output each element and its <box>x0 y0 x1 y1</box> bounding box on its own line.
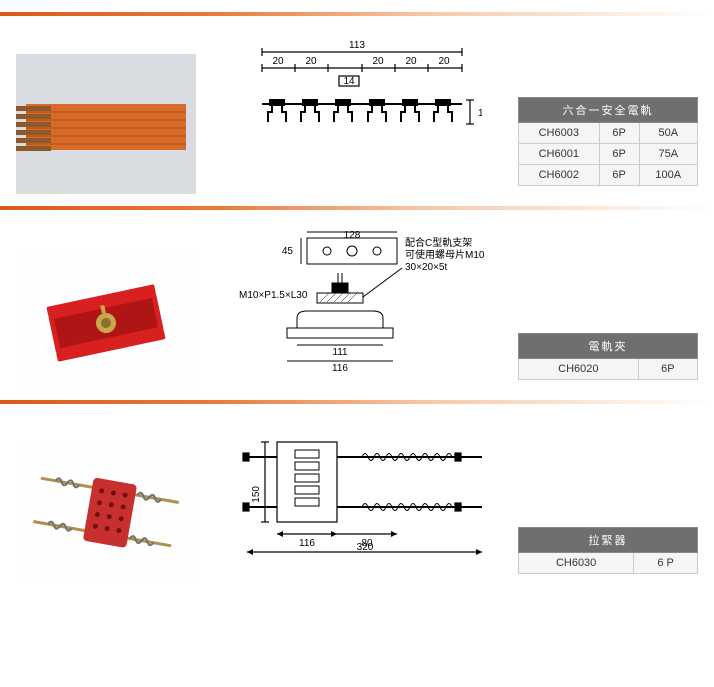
table-row: CH6030 6 P <box>519 553 698 574</box>
product-table-clamp: 電軌夾 CH6020 6P <box>518 333 698 380</box>
product-row-clamp: 128 45 配合C型軌支架 可使用螺母片M10 30×20×5t M10×P1… <box>0 228 714 388</box>
table-row: CH6002 6P 100A <box>519 165 698 186</box>
product-photo-clamp <box>16 248 196 388</box>
svg-text:116: 116 <box>299 538 315 549</box>
product-photo-rail <box>16 54 196 194</box>
product-table-rail: 六合一安全電軌 CH6003 6P 50A CH6001 6P 75A CH60… <box>518 97 698 186</box>
svg-text:配合C型軌支架: 配合C型軌支架 <box>405 236 472 249</box>
svg-text:20: 20 <box>438 56 450 67</box>
section-divider <box>0 400 714 404</box>
table-row: CH6001 6P 75A <box>519 144 698 165</box>
product-table-tensioner: 拉緊器 CH6030 6 P <box>518 527 698 574</box>
table-header: 拉緊器 <box>519 528 698 553</box>
svg-text:14: 14 <box>343 76 355 87</box>
svg-text:150: 150 <box>251 486 262 503</box>
section-divider <box>0 12 714 16</box>
svg-text:116: 116 <box>332 363 348 374</box>
svg-text:M10×P1.5×L30: M10×P1.5×L30 <box>239 290 308 301</box>
product-diagram-clamp: 128 45 配合C型軌支架 可使用螺母片M10 30×20×5t M10×P1… <box>196 228 518 378</box>
svg-text:320: 320 <box>357 542 374 553</box>
table-row: CH6003 6P 50A <box>519 123 698 144</box>
svg-text:30×20×5t: 30×20×5t <box>405 262 447 273</box>
table-header: 六合一安全電軌 <box>519 98 698 123</box>
product-row-tensioner: 150 116 80 320 拉緊器 CH6030 6 P <box>0 422 714 582</box>
svg-text:14: 14 <box>478 108 482 119</box>
product-row-rail: 113 20 20 20 20 20 14 <box>0 34 714 194</box>
svg-text:45: 45 <box>282 246 294 257</box>
product-diagram-rail: 113 20 20 20 20 20 14 <box>196 34 518 164</box>
svg-text:113: 113 <box>349 40 365 51</box>
svg-text:128: 128 <box>344 230 361 241</box>
svg-text:20: 20 <box>305 56 317 67</box>
table-header: 電軌夾 <box>519 334 698 359</box>
svg-text:可使用螺母片M10: 可使用螺母片M10 <box>405 248 485 261</box>
product-diagram-tensioner: 150 116 80 320 <box>196 422 518 562</box>
svg-text:20: 20 <box>372 56 384 67</box>
table-row: CH6020 6P <box>519 359 698 380</box>
section-divider <box>0 206 714 210</box>
svg-text:111: 111 <box>332 347 348 358</box>
svg-text:20: 20 <box>272 56 284 67</box>
product-photo-tensioner <box>16 442 196 582</box>
svg-text:20: 20 <box>405 56 417 67</box>
